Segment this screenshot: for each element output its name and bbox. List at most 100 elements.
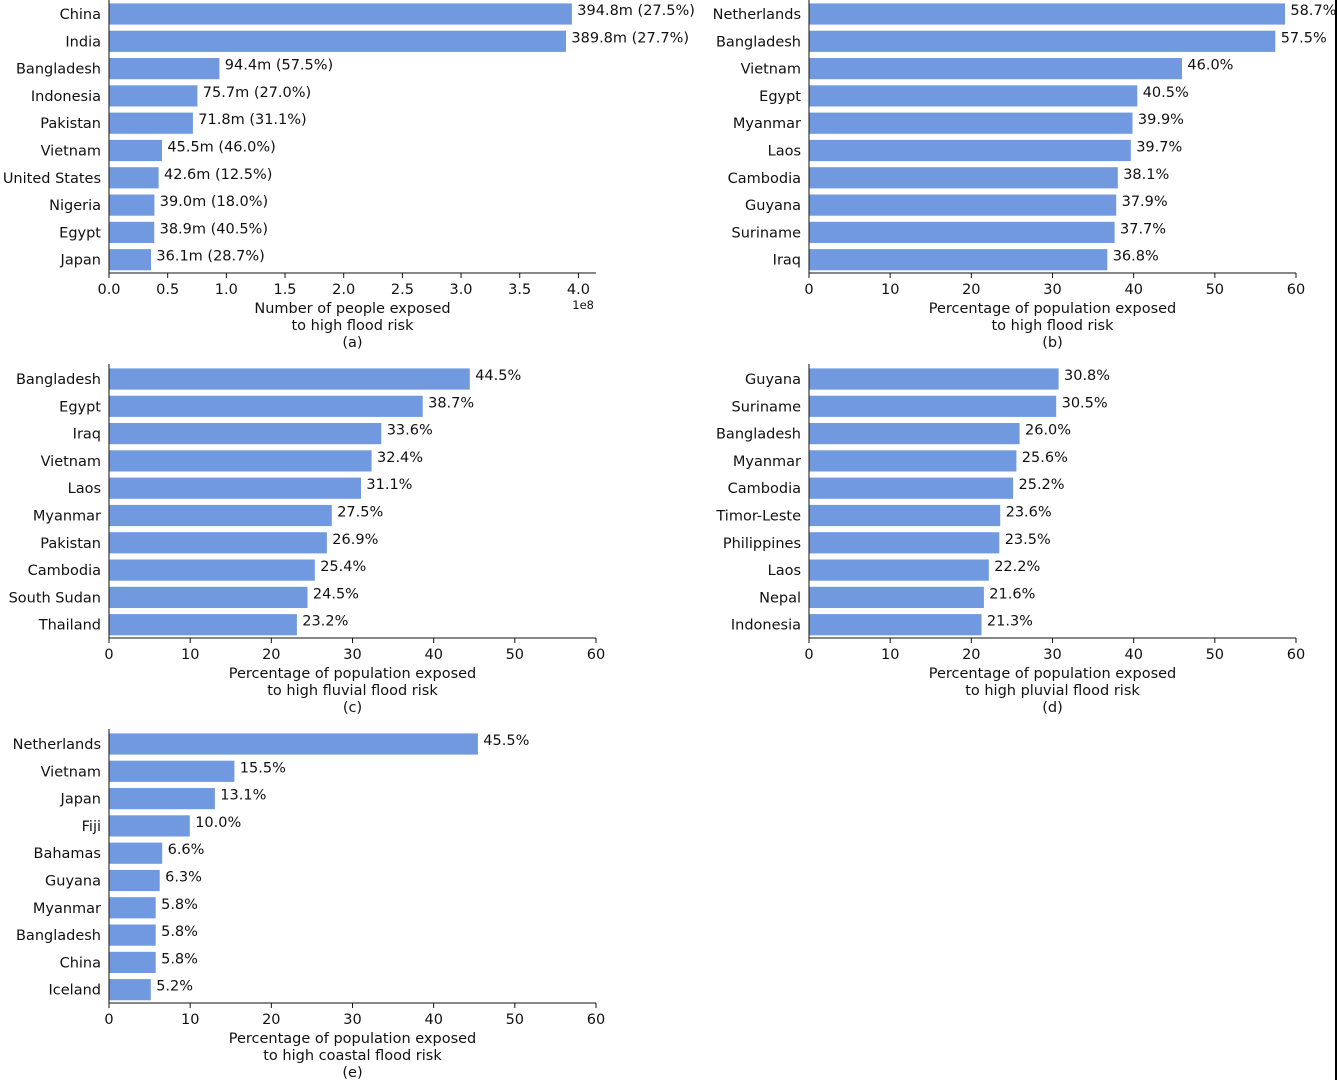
bar	[108, 586, 309, 609]
data-label: 39.0m (18.0%)	[160, 194, 268, 210]
x-tick-label: 30	[343, 647, 361, 663]
data-label: 30.5%	[1062, 395, 1108, 411]
bar	[108, 449, 373, 473]
x-tick-label: 3.5	[508, 282, 531, 298]
bar	[108, 367, 471, 391]
y-tick-label: Myanmar	[733, 454, 801, 470]
bar	[808, 586, 985, 609]
panel-label: (d)	[1042, 700, 1063, 716]
y-tick-label: United States	[3, 171, 101, 187]
y-tick-label: Philippines	[723, 536, 801, 552]
y-tick-label: India	[65, 34, 101, 50]
data-label: 38.7%	[428, 395, 474, 411]
data-label: 39.9%	[1138, 112, 1184, 128]
data-label: 5.2%	[156, 979, 193, 995]
bar	[108, 166, 160, 190]
bar	[108, 951, 157, 974]
data-label: 21.6%	[989, 586, 1035, 602]
bar	[108, 422, 383, 446]
y-tick-label: Laos	[768, 144, 801, 160]
x-tick-label: 1.0	[215, 282, 238, 298]
panel-label: (c)	[343, 700, 362, 716]
data-label: 45.5m (46.0%)	[167, 140, 275, 156]
panel-label: (b)	[1042, 335, 1063, 351]
x-axis-label: to high fluvial flood risk	[267, 683, 438, 699]
y-tick-label: Bangladesh	[16, 372, 101, 388]
x-tick-label: 40	[1124, 647, 1142, 663]
chart-panel: Bangladesh 44.5% Egypt 38.7% Iraq 33.6% Vietna…	[9, 364, 605, 716]
x-tick-label: 50	[506, 1012, 524, 1028]
bar	[108, 220, 155, 244]
y-tick-label: Bangladesh	[716, 427, 801, 443]
x-tick-label: 2.5	[391, 282, 414, 298]
y-tick-label: Vietnam	[741, 62, 801, 78]
data-label: 38.1%	[1123, 167, 1169, 183]
data-label: 39.7%	[1136, 140, 1182, 156]
data-label: 23.5%	[1005, 532, 1051, 548]
data-label: 36.8%	[1113, 249, 1159, 265]
x-axis-label: to high coastal flood risk	[263, 1048, 442, 1064]
x-tick-label: 40	[1124, 282, 1142, 298]
bar	[808, 2, 1286, 26]
y-tick-label: Bahamas	[34, 846, 101, 862]
bar	[808, 476, 1014, 500]
data-label: 21.3%	[987, 614, 1033, 630]
y-tick-label: Myanmar	[33, 901, 101, 917]
bar	[808, 248, 1109, 272]
data-label: 44.5%	[475, 368, 521, 384]
y-tick-label: Pakistan	[40, 536, 101, 552]
bar	[808, 394, 1058, 418]
x-tick-label: 0	[804, 647, 813, 663]
data-label: 45.5%	[483, 733, 529, 749]
y-tick-label: Netherlands	[13, 737, 101, 753]
x-tick-label: 30	[1043, 282, 1061, 298]
x-tick-label: 0	[104, 1012, 113, 1028]
x-tick-label: 30	[343, 1012, 361, 1028]
bar	[808, 193, 1118, 217]
y-tick-label: Fiji	[82, 819, 101, 835]
y-tick-label: Vietnam	[41, 454, 101, 470]
bar	[108, 558, 316, 582]
bar	[808, 449, 1018, 473]
bar	[108, 57, 221, 80]
x-axis-label: Number of people exposed	[254, 301, 450, 317]
bar	[108, 84, 199, 108]
data-label: 58.7%	[1290, 3, 1336, 19]
data-label: 394.8m (27.5%)	[577, 3, 695, 19]
data-label: 75.7m (27.0%)	[203, 85, 311, 101]
x-tick-label: 10	[181, 647, 199, 663]
bar	[808, 84, 1139, 108]
y-tick-label: Iraq	[73, 427, 101, 443]
bar	[108, 111, 194, 135]
y-tick-label: Pakistan	[40, 116, 101, 132]
panel-label: (e)	[342, 1065, 362, 1080]
chart-panel: China 394.8m (27.5%) India 389.8m (27.7%) Ba…	[3, 0, 695, 351]
bar	[108, 978, 152, 1002]
bar	[808, 166, 1119, 190]
bar	[808, 558, 990, 582]
x-tick-label: 60	[587, 1012, 605, 1028]
bar	[108, 248, 152, 272]
y-tick-label: Japan	[60, 792, 101, 808]
x-axis-label: to high pluvial flood risk	[965, 683, 1140, 699]
bar	[808, 422, 1021, 446]
x-tick-label: 10	[881, 647, 899, 663]
data-label: 37.9%	[1122, 194, 1168, 210]
y-tick-label: Japan	[60, 253, 101, 269]
data-label: 26.9%	[332, 532, 378, 548]
data-label: 25.4%	[320, 559, 366, 575]
x-axis-offset-label: 1e8	[572, 298, 594, 312]
right-edge-line	[1335, 0, 1337, 1080]
data-label: 32.4%	[377, 450, 423, 466]
y-tick-label: Laos	[768, 563, 801, 579]
x-tick-label: 10	[881, 282, 899, 298]
data-label: 38.9m (40.5%)	[160, 221, 268, 237]
x-tick-label: 30	[1043, 647, 1061, 663]
bar	[108, 787, 216, 810]
data-label: 37.7%	[1120, 221, 1166, 237]
chart-panel: Guyana 30.8% Suriname 30.5% Bangladesh 26.0% M…	[715, 364, 1305, 716]
bar	[108, 814, 191, 838]
bar	[108, 896, 157, 920]
data-label: 389.8m (27.7%)	[571, 30, 689, 46]
